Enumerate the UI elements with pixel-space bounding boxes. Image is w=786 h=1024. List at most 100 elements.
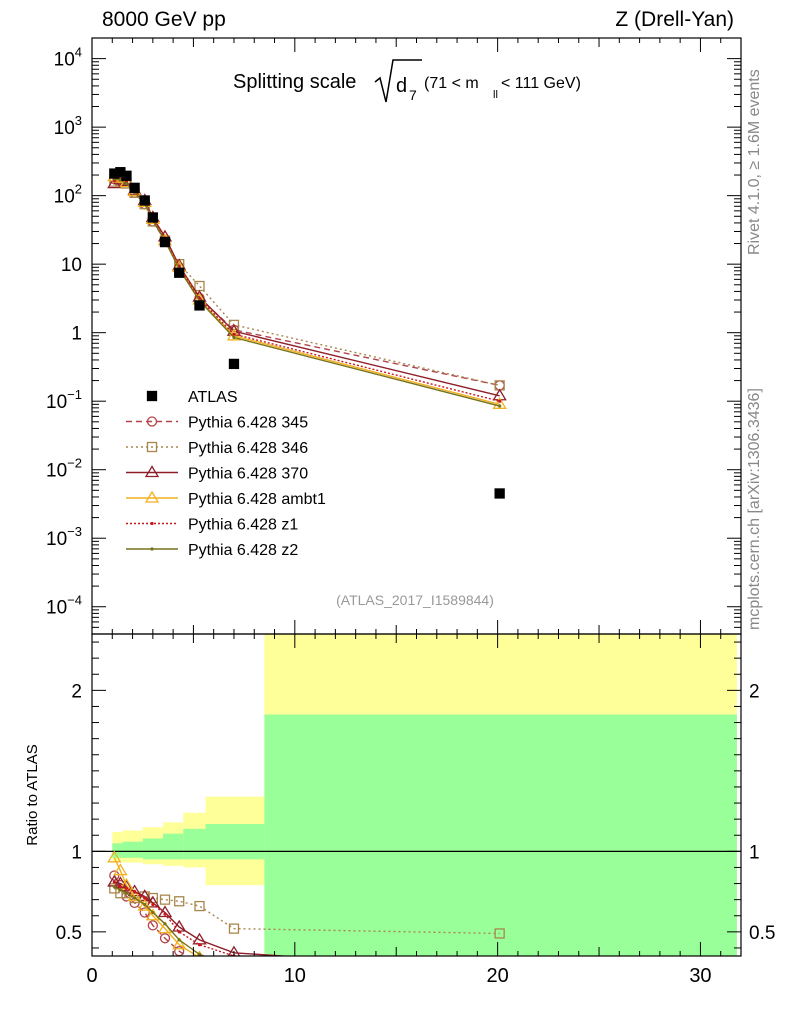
ratio-4-point-7 xyxy=(177,930,181,934)
legend-label-6: Pythia 6.428 z2 xyxy=(188,542,298,559)
ratio-4-point-8 xyxy=(197,943,202,947)
chart-title-cut-post: < 111 GeV) xyxy=(501,75,581,92)
chart-titles: Splitting scale d 7 (71 < m ll < 111 GeV… xyxy=(24,59,581,846)
data-point-5 xyxy=(147,212,158,223)
series-4-point-9 xyxy=(232,332,236,336)
legend-label-3: Pythia 6.428 370 xyxy=(188,466,308,483)
data-point-9 xyxy=(228,358,240,370)
legend-marker-0 xyxy=(146,390,158,402)
ratio-1-point-10 xyxy=(494,928,505,939)
series-5-point-10 xyxy=(498,404,502,408)
ratio-0-point-9 xyxy=(229,976,238,985)
ratio-2-point-9 xyxy=(227,945,241,956)
ratio-4-point-4 xyxy=(143,896,147,900)
data-point-6 xyxy=(159,236,171,248)
ratio-band-inner-0 xyxy=(112,843,123,858)
chart-title-var: d xyxy=(396,75,407,97)
legend: ATLAS Pythia 6.428 345 Pythia 6.428 346 Pyt… xyxy=(126,389,326,559)
ratio-4-point-3 xyxy=(132,890,137,894)
header-right: Z (Drell-Yan) xyxy=(615,8,734,31)
ratio-band-inner-1 xyxy=(122,841,143,858)
ratio-1-point-6 xyxy=(159,894,171,905)
ratio-series xyxy=(107,850,505,1009)
ratio-5-point-2 xyxy=(124,891,129,895)
ratio-y-tick-label: 2 xyxy=(71,681,82,702)
ratio-panel xyxy=(107,850,505,1009)
series-line-4 xyxy=(114,178,500,402)
ratio-4-point-6 xyxy=(163,912,167,916)
ratio-y-tick-label-right: 2 xyxy=(749,681,760,702)
y-tick-label: 10 xyxy=(61,255,82,276)
main-panel xyxy=(107,167,507,499)
legend-marker-1 xyxy=(146,416,158,427)
ratio-3-point-0 xyxy=(107,850,122,863)
main-series xyxy=(107,167,507,499)
header-left: 8000 GeV pp xyxy=(102,8,226,31)
ratio-band-inner-2 xyxy=(142,838,163,860)
y-tick-label: 104 xyxy=(54,45,82,71)
ratio-axis-label: Ratio to ATLAS xyxy=(24,744,41,845)
x-tick-label: 0 xyxy=(86,965,97,987)
legend-marker-2 xyxy=(146,441,158,453)
series-5-point-2 xyxy=(124,181,129,186)
ratio-0-point-8 xyxy=(195,960,204,969)
ratio-5-point-1 xyxy=(118,888,122,892)
ratio-3-point-1 xyxy=(113,863,128,876)
series-3-point-10 xyxy=(492,397,507,409)
ratio-band-inner-5 xyxy=(205,823,265,860)
y-tick-label: 10−2 xyxy=(46,456,82,482)
ratio-5-point-5 xyxy=(151,910,155,915)
ratio-y-tick-label-right: 0.5 xyxy=(749,923,775,944)
ratio-4-point-2 xyxy=(124,886,129,890)
ratio-1-point-8 xyxy=(194,900,205,912)
ratio-5-point-3 xyxy=(132,896,137,900)
ratio-band-inner-6 xyxy=(264,714,737,956)
y-tick-label: 103 xyxy=(54,113,82,139)
legend-label-2: Pythia 6.428 346 xyxy=(188,440,308,457)
chart-title: Splitting scale xyxy=(233,71,356,93)
series-line-3 xyxy=(114,175,500,406)
ratio-0-point-6 xyxy=(159,933,171,944)
ratio-3-point-7 xyxy=(172,937,187,950)
legend-marker-5 xyxy=(150,521,154,526)
ratio-1-point-7 xyxy=(174,896,185,907)
ratio-0-point-10 xyxy=(495,1000,504,1009)
chart-title-cut-sub: ll xyxy=(493,89,498,101)
data-point-3 xyxy=(129,182,140,193)
legend-label-1: Pythia 6.428 345 xyxy=(188,415,308,432)
ratio-line-0 xyxy=(113,875,189,956)
ratio-5-point-0 xyxy=(112,885,116,889)
legend-marker-3 xyxy=(144,465,160,478)
ratio-5-point-6 xyxy=(163,922,167,926)
data-point-10 xyxy=(494,488,505,499)
ratio-band-inner-3 xyxy=(162,833,184,860)
x-tick-label: 30 xyxy=(689,965,711,987)
ratio-4-point-5 xyxy=(151,902,155,907)
series-4-point-10 xyxy=(498,399,502,403)
y-tick-label: 102 xyxy=(54,182,82,208)
data-point-2 xyxy=(121,170,132,181)
y-tick-label: 10−1 xyxy=(46,387,82,413)
ratio-4-point-0 xyxy=(112,880,116,884)
ratio-y-tick-label-right: 1 xyxy=(749,842,760,863)
data-point-4 xyxy=(139,195,150,206)
series-5-point-9 xyxy=(232,335,236,340)
series-5-point-1 xyxy=(118,178,122,182)
ratio-1-point-9 xyxy=(228,923,240,934)
y-tick-label: 10−3 xyxy=(46,524,82,550)
x-tick-label: 20 xyxy=(487,965,509,987)
chart-title-var-sub: 7 xyxy=(409,87,417,103)
analysis-tag: (ATLAS_2017_I1589844) xyxy=(336,592,494,608)
ratio-0-point-5 xyxy=(147,920,158,931)
ratio-5-point-4 xyxy=(143,902,147,907)
sqrt-sign-icon xyxy=(374,59,422,103)
ratio-5-point-8 xyxy=(197,952,202,956)
data-point-8 xyxy=(194,300,205,311)
ratio-line-2 xyxy=(114,881,293,956)
ratio-uncertainty-bands xyxy=(92,634,741,956)
legend-label-5: Pythia 6.428 z1 xyxy=(188,517,298,534)
data-point-7 xyxy=(174,267,185,278)
legend-label-4: Pythia 6.428 ambt1 xyxy=(188,491,326,508)
